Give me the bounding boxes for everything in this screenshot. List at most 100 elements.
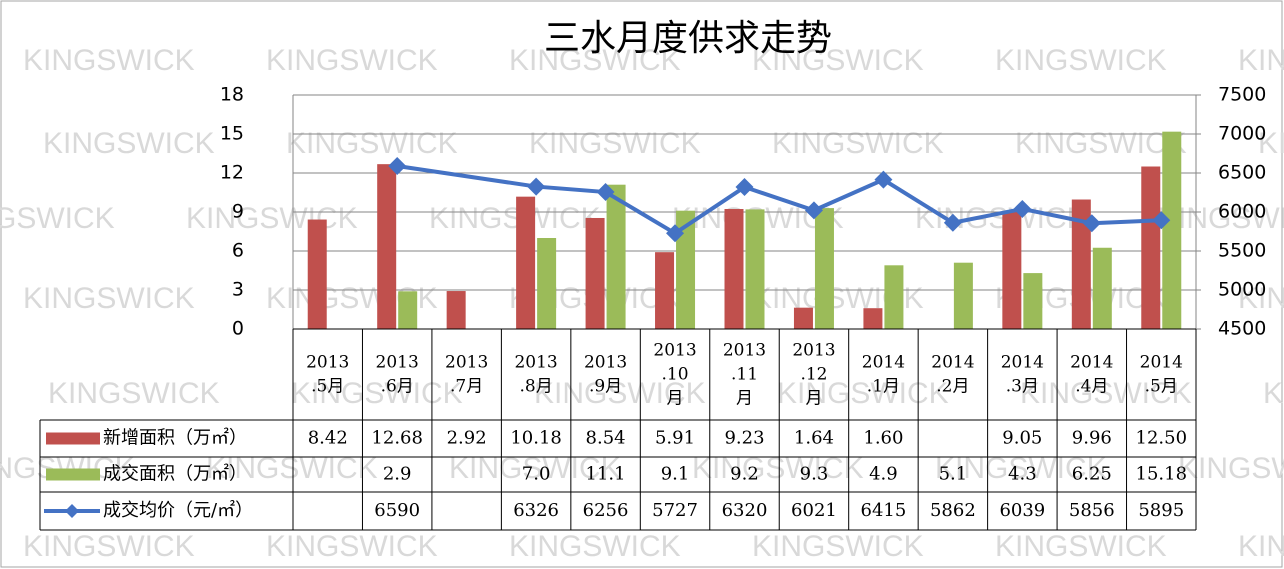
bar — [1071, 199, 1091, 329]
bar — [1092, 247, 1112, 329]
table-value: 5895 — [1138, 500, 1184, 521]
table-value: 1.64 — [794, 428, 834, 449]
table-value: 5862 — [930, 500, 976, 521]
y-tick-label: 6 — [232, 240, 244, 262]
table-value: 6415 — [861, 500, 907, 521]
legend-swatch — [46, 468, 100, 481]
bar — [793, 307, 813, 329]
table-value: 6039 — [999, 500, 1045, 521]
table-value: 8.54 — [586, 428, 626, 449]
y2-tick-label: 7500 — [1218, 84, 1266, 106]
x-tick-label: 2014.1月 — [862, 352, 905, 396]
bar — [1141, 166, 1161, 329]
legend-swatch — [46, 432, 100, 445]
x-tick-label: 2014.4月 — [1070, 352, 1113, 396]
bar — [745, 209, 765, 329]
table-value: 9.23 — [724, 428, 764, 449]
bar — [446, 291, 466, 329]
watermark: KINGSWICK — [43, 127, 215, 160]
table-value: 1.60 — [863, 428, 903, 449]
x-tick-label: 2013.9月 — [584, 352, 627, 396]
watermark: KINGSWICK — [529, 127, 701, 160]
y2-tick-label: 5500 — [1218, 240, 1266, 262]
y-tick-label: 9 — [232, 201, 244, 223]
bar — [884, 265, 904, 329]
y-tick-label: 15 — [220, 123, 244, 145]
y2-tick-label: 6000 — [1218, 201, 1266, 223]
y-tick-label: 0 — [232, 318, 244, 340]
table-value: 15.18 — [1136, 464, 1188, 485]
legend-label: 成交面积（万㎡） — [103, 463, 247, 485]
table-value: 9.96 — [1072, 428, 1112, 449]
table-value: 4.9 — [869, 464, 898, 485]
watermark: KINGSWICK — [772, 127, 944, 160]
y2-tick-label: 5000 — [1218, 279, 1266, 301]
watermark: KINGSWICK — [752, 44, 924, 77]
watermark: KINGSWICK — [23, 282, 195, 315]
watermark: KINGSWICK — [291, 377, 463, 410]
table-value: 5727 — [652, 500, 698, 521]
marker — [735, 178, 754, 197]
x-tick-label: 2013.7月 — [445, 352, 488, 396]
watermark: KINGSWICK — [1238, 282, 1284, 315]
watermark: KINGSWICK — [23, 44, 195, 77]
table-value: 5.91 — [655, 428, 695, 449]
watermark: KINGSWICK — [1238, 530, 1284, 563]
x-tick-label: 2014.5月 — [1140, 352, 1183, 396]
y-tick-label: 3 — [232, 279, 244, 301]
x-tick-label: 2013.8月 — [514, 352, 557, 396]
marker — [666, 224, 685, 243]
y-tick-label: 12 — [220, 162, 244, 184]
table-value: 9.3 — [800, 464, 829, 485]
bar — [307, 219, 327, 329]
legend-label: 新增面积（万㎡） — [103, 427, 247, 449]
marker — [1082, 214, 1101, 233]
watermark: KINGSWICK — [266, 530, 438, 563]
bar — [377, 164, 397, 329]
bar — [863, 308, 883, 329]
x-tick-label: 2013.11 月 — [723, 340, 766, 408]
marker — [388, 156, 407, 175]
watermark: KINGSWICK — [1015, 127, 1187, 160]
table-value: 5.1 — [939, 464, 968, 485]
bar — [606, 184, 626, 329]
table-value: 2.92 — [447, 428, 487, 449]
watermark: KINGSWICK — [429, 202, 601, 235]
x-tick-label: 2013.5月 — [306, 352, 349, 396]
marker — [596, 183, 615, 202]
table-value: 12.68 — [371, 428, 423, 449]
watermark: KINGSWICK — [0, 202, 115, 235]
watermark: KINGSWICK — [534, 377, 706, 410]
marker — [874, 170, 893, 189]
table-value: 10.18 — [510, 428, 562, 449]
table-value: 7.0 — [522, 464, 551, 485]
bar — [537, 238, 557, 329]
table-value: 6256 — [583, 500, 629, 521]
watermark: KINGSWICK — [1263, 377, 1284, 410]
watermark: KINGSWICK — [995, 530, 1167, 563]
bar — [724, 209, 744, 329]
marker — [804, 201, 823, 220]
table-value: 6021 — [791, 500, 837, 521]
x-tick-label: 2014.2月 — [931, 352, 974, 396]
watermark: KINGSWICK — [186, 202, 358, 235]
x-tick-label: 2013.10 月 — [653, 340, 696, 408]
legend-label: 成交均价（元/㎡） — [103, 499, 253, 521]
chart-title: 三水月度供求走势 — [544, 18, 832, 59]
y2-tick-label: 7000 — [1218, 123, 1266, 145]
table-value: 4.3 — [1008, 464, 1037, 485]
bar — [1023, 273, 1043, 329]
marker — [1013, 199, 1032, 218]
legend-swatch — [65, 504, 79, 518]
bar — [516, 196, 536, 329]
bar — [814, 208, 834, 329]
bar — [398, 291, 418, 329]
x-tick-label: 2013.6月 — [376, 352, 419, 396]
table-value: 9.05 — [1002, 428, 1042, 449]
table-value: 6320 — [722, 500, 768, 521]
x-tick-label: 2014.3月 — [1001, 352, 1044, 396]
bar — [953, 262, 973, 329]
bar — [676, 210, 696, 329]
watermark: KINGSWICK — [777, 377, 949, 410]
